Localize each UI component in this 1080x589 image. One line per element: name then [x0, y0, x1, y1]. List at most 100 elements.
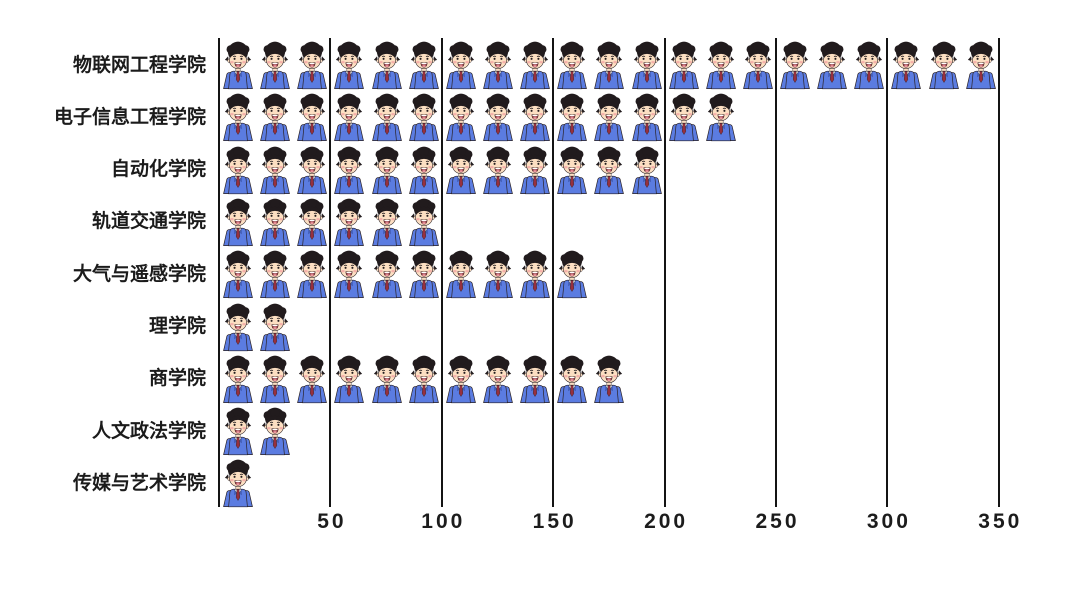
lapel-right: [313, 228, 317, 235]
fringe: [415, 49, 433, 60]
tie: [644, 123, 649, 136]
tongue: [384, 65, 389, 68]
eye-left: [567, 110, 570, 113]
lapel-left: [605, 175, 609, 182]
tie: [384, 384, 389, 397]
pictogram-unit: [332, 250, 366, 299]
lapel-right: [684, 123, 688, 130]
hair-bump-top: [307, 42, 317, 52]
cheek-left: [267, 427, 271, 430]
tongue: [347, 117, 352, 120]
cheek-right: [576, 374, 581, 378]
fringe: [526, 102, 544, 112]
student-icon: [223, 93, 253, 142]
cheek-left: [230, 479, 234, 482]
category-label: 轨道交通学院: [91, 211, 206, 233]
tongue: [681, 65, 686, 68]
teeth: [235, 63, 241, 65]
fringe: [303, 259, 321, 269]
cheek-left: [490, 374, 494, 378]
eye-left: [382, 266, 385, 270]
tie: [235, 123, 241, 136]
lapel-left: [382, 228, 386, 235]
x-tick-label: 350: [978, 510, 1023, 533]
cheek-right: [353, 113, 358, 116]
lapel-right: [647, 123, 651, 130]
hair-bump-top: [344, 199, 354, 209]
eye-left: [419, 57, 422, 60]
eye-left: [790, 57, 793, 60]
eye-right: [314, 57, 317, 60]
tongue: [867, 65, 872, 68]
cheek-right: [539, 60, 543, 64]
tongue: [273, 65, 277, 68]
lapel-right: [499, 123, 502, 130]
pictogram-unit: [964, 41, 998, 90]
cheek-right: [242, 479, 246, 482]
fringe: [526, 49, 544, 60]
pictogram-unit: [852, 41, 886, 90]
student-icon: [631, 41, 662, 90]
teeth: [829, 63, 835, 65]
lapel-left: [493, 175, 497, 182]
tongue: [496, 274, 500, 277]
eye-right: [871, 57, 874, 60]
lapel-right: [350, 228, 354, 235]
eye-left: [530, 162, 533, 165]
teeth: [532, 63, 538, 65]
eye-left: [382, 214, 385, 217]
fringe: [600, 154, 618, 164]
fringe: [637, 154, 656, 164]
student-icon: [928, 41, 959, 90]
cheek-right: [613, 165, 618, 168]
cheek-right: [576, 60, 581, 64]
eye-right: [537, 57, 540, 60]
eye-left: [344, 110, 347, 113]
pictogram-unit: [407, 250, 441, 299]
cheek-left: [638, 165, 643, 168]
gridline: [440, 38, 443, 507]
tie: [235, 437, 241, 450]
eye-right: [537, 371, 540, 374]
cheek-left: [527, 374, 531, 378]
eye-left: [567, 266, 570, 270]
cheek-right: [242, 427, 246, 430]
lapel-left: [271, 123, 274, 130]
tie: [310, 384, 315, 397]
pictogram-unit: [258, 198, 292, 247]
eye-left: [270, 371, 273, 374]
x-tick-label: 300: [866, 510, 911, 533]
teeth: [235, 481, 241, 483]
fringe: [229, 154, 247, 164]
lapel-left: [419, 385, 423, 392]
teeth: [383, 63, 390, 65]
lapel-left: [345, 385, 349, 392]
pictogram-unit: [518, 93, 552, 142]
eye-right: [574, 57, 577, 60]
eye-right: [648, 110, 651, 113]
eye-right: [388, 110, 391, 113]
fringe: [452, 259, 470, 269]
teeth: [458, 167, 464, 169]
cheek-left: [267, 113, 271, 116]
cheek-left: [712, 60, 717, 64]
tie: [570, 123, 575, 136]
pictogram-unit: [444, 41, 478, 90]
cheek-left: [304, 270, 308, 273]
cheek-right: [724, 60, 729, 64]
eye-right: [240, 214, 243, 217]
lapel-left: [345, 123, 349, 130]
tongue: [458, 65, 463, 68]
fringe: [637, 102, 656, 112]
lapel-right: [387, 280, 391, 287]
fringe: [229, 206, 247, 217]
fringe: [489, 363, 507, 374]
eye-right: [723, 110, 726, 113]
cheek-left: [230, 60, 234, 64]
pictogram-unit: [630, 93, 664, 142]
teeth: [569, 115, 575, 117]
gridline: [775, 38, 777, 507]
fringe: [452, 49, 470, 60]
cheek-right: [353, 374, 358, 378]
eye-right: [648, 57, 651, 60]
